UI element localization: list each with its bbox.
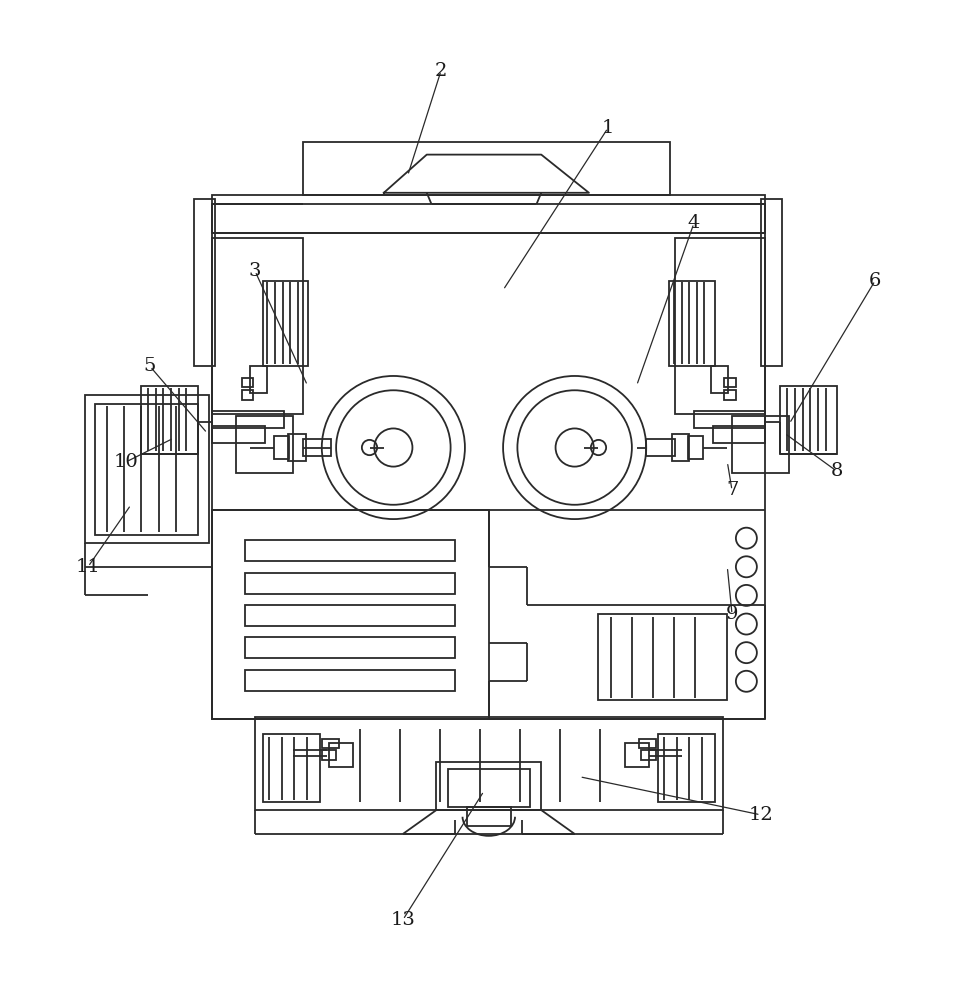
- Bar: [329, 743, 353, 767]
- Bar: [236, 416, 293, 473]
- Bar: [212, 510, 489, 719]
- Bar: [321, 750, 336, 760]
- Bar: [437, 762, 541, 810]
- Bar: [246, 670, 455, 691]
- Text: 6: 6: [869, 272, 882, 290]
- Bar: [448, 769, 529, 807]
- Text: 3: 3: [249, 262, 261, 280]
- Bar: [639, 739, 655, 748]
- Bar: [262, 281, 309, 366]
- Bar: [246, 637, 455, 658]
- Text: 9: 9: [726, 605, 739, 623]
- Bar: [724, 390, 736, 400]
- Bar: [647, 439, 675, 456]
- Text: 11: 11: [76, 558, 101, 576]
- Bar: [246, 573, 455, 594]
- Text: 12: 12: [748, 806, 773, 824]
- Bar: [713, 426, 766, 443]
- Bar: [274, 436, 289, 459]
- Bar: [288, 434, 306, 461]
- Bar: [242, 390, 253, 400]
- Bar: [212, 238, 303, 414]
- Bar: [212, 411, 284, 428]
- Bar: [251, 366, 267, 393]
- Text: 10: 10: [114, 453, 138, 471]
- Bar: [255, 717, 722, 810]
- Bar: [303, 142, 670, 195]
- Bar: [672, 434, 689, 461]
- Bar: [212, 195, 766, 719]
- Bar: [321, 739, 339, 748]
- Bar: [711, 366, 728, 393]
- Bar: [212, 426, 264, 443]
- Bar: [761, 199, 782, 366]
- Text: 4: 4: [687, 214, 700, 232]
- Bar: [688, 436, 704, 459]
- Text: 7: 7: [726, 481, 739, 499]
- Bar: [95, 404, 197, 535]
- Bar: [242, 378, 253, 387]
- Bar: [675, 238, 766, 414]
- Bar: [724, 378, 736, 387]
- Text: 2: 2: [435, 62, 447, 80]
- Bar: [669, 281, 715, 366]
- Bar: [732, 416, 789, 473]
- Bar: [246, 605, 455, 626]
- Bar: [694, 411, 766, 428]
- Bar: [85, 395, 209, 543]
- Bar: [140, 386, 197, 454]
- Bar: [194, 199, 215, 366]
- Bar: [598, 614, 727, 700]
- Bar: [246, 540, 455, 561]
- Bar: [467, 807, 511, 826]
- Bar: [642, 750, 655, 760]
- Bar: [303, 439, 331, 456]
- Bar: [780, 386, 837, 454]
- Bar: [625, 743, 650, 767]
- Text: 8: 8: [831, 462, 843, 480]
- Text: 1: 1: [602, 119, 615, 137]
- Text: 5: 5: [144, 357, 156, 375]
- Bar: [657, 734, 715, 802]
- Bar: [262, 734, 319, 802]
- Bar: [212, 204, 766, 233]
- Text: 13: 13: [390, 911, 415, 929]
